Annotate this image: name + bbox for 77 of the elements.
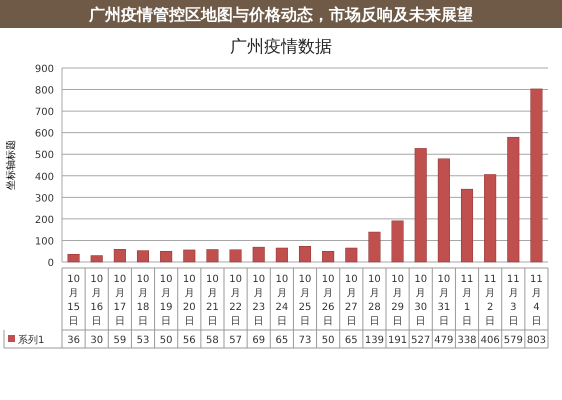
bar [114, 249, 126, 262]
bar [230, 249, 242, 262]
bar [68, 254, 80, 262]
y-tick-label: 600 [34, 128, 54, 140]
x-tick-label: 10月16日 [90, 274, 104, 327]
x-tick-label: 10月25日 [298, 274, 312, 327]
data-label: 50 [160, 335, 173, 346]
bar [252, 246, 265, 262]
x-tick-label: 11月1日 [460, 274, 474, 327]
x-tick-label: 10月22日 [229, 274, 242, 327]
x-tick-label: 10月18日 [136, 274, 150, 327]
data-label: 30 [90, 335, 104, 346]
chart-title: 广州疫情数据 [230, 37, 332, 57]
x-tick-label: 10月15日 [67, 274, 80, 327]
x-tick-label: 10月30日 [414, 274, 428, 327]
x-tick-label: 10月27日 [344, 274, 358, 327]
x-tick-label: 10月20日 [182, 274, 196, 327]
bar [298, 246, 312, 262]
data-label: 58 [206, 335, 219, 346]
x-tick-label: 10月26日 [322, 274, 335, 327]
x-tick-label: 10月29日 [391, 274, 404, 327]
y-tick-label: 400 [34, 172, 54, 183]
y-tick-label: 500 [34, 150, 54, 162]
bar [345, 248, 358, 262]
y-tick-label: 800 [34, 86, 54, 97]
bar [392, 220, 404, 262]
bar [206, 249, 218, 262]
bar [322, 250, 334, 262]
y-tick-label: 100 [34, 236, 54, 248]
data-label: 65 [344, 335, 358, 346]
data-label: 527 [411, 335, 430, 346]
data-label: 579 [504, 335, 523, 346]
data-label: 56 [182, 335, 196, 346]
bar [414, 148, 427, 262]
data-label: 406 [480, 335, 500, 346]
bar [90, 255, 103, 262]
x-tick-label: 10月17日 [113, 274, 126, 327]
bar [276, 248, 288, 262]
data-label: 803 [526, 335, 546, 346]
x-tick-label: 11月2日 [484, 274, 497, 327]
bar [136, 250, 150, 262]
data-label: 59 [113, 335, 126, 346]
data-label: 73 [298, 335, 312, 346]
data-label: 139 [364, 335, 384, 346]
legend-label: 系列1 [18, 334, 44, 346]
x-tick-label: 11月3日 [506, 274, 520, 327]
x-tick-label: 10月28日 [368, 274, 381, 327]
data-label: 65 [275, 335, 288, 346]
bar [183, 250, 196, 262]
data-label: 479 [434, 335, 454, 346]
x-tick-label: 10月23日 [252, 274, 266, 327]
text: 广州疫情管控区地图与价格动态，市场反响及未来展望 [88, 5, 473, 24]
bar [160, 250, 172, 262]
y-axis-title: 坐标轴标题 [5, 140, 17, 190]
data-label: 50 [322, 335, 335, 346]
data-label: 36 [67, 335, 80, 346]
data-label: 57 [229, 335, 242, 346]
bar [460, 188, 474, 262]
y-tick-label: 0 [48, 258, 54, 269]
bar [507, 136, 520, 262]
data-label: 69 [252, 335, 266, 346]
y-tick-label: 700 [34, 107, 54, 118]
x-tick-label: 11月4日 [530, 274, 543, 327]
bar [484, 174, 496, 262]
x-tick-label: 10月24日 [275, 274, 288, 327]
y-tick-label: 200 [34, 214, 54, 226]
bar [368, 232, 380, 262]
data-label: 53 [136, 335, 150, 346]
data-label: 338 [457, 335, 477, 346]
y-tick-label: 900 [34, 64, 54, 75]
data-label: 191 [388, 335, 408, 346]
bar [530, 88, 542, 262]
x-tick-label: 10月31日 [437, 274, 450, 327]
y-tick-label: 300 [34, 193, 54, 204]
x-tick-label: 10月19日 [160, 274, 173, 327]
bar [438, 158, 450, 262]
x-tick-label: 10月21日 [206, 274, 219, 327]
